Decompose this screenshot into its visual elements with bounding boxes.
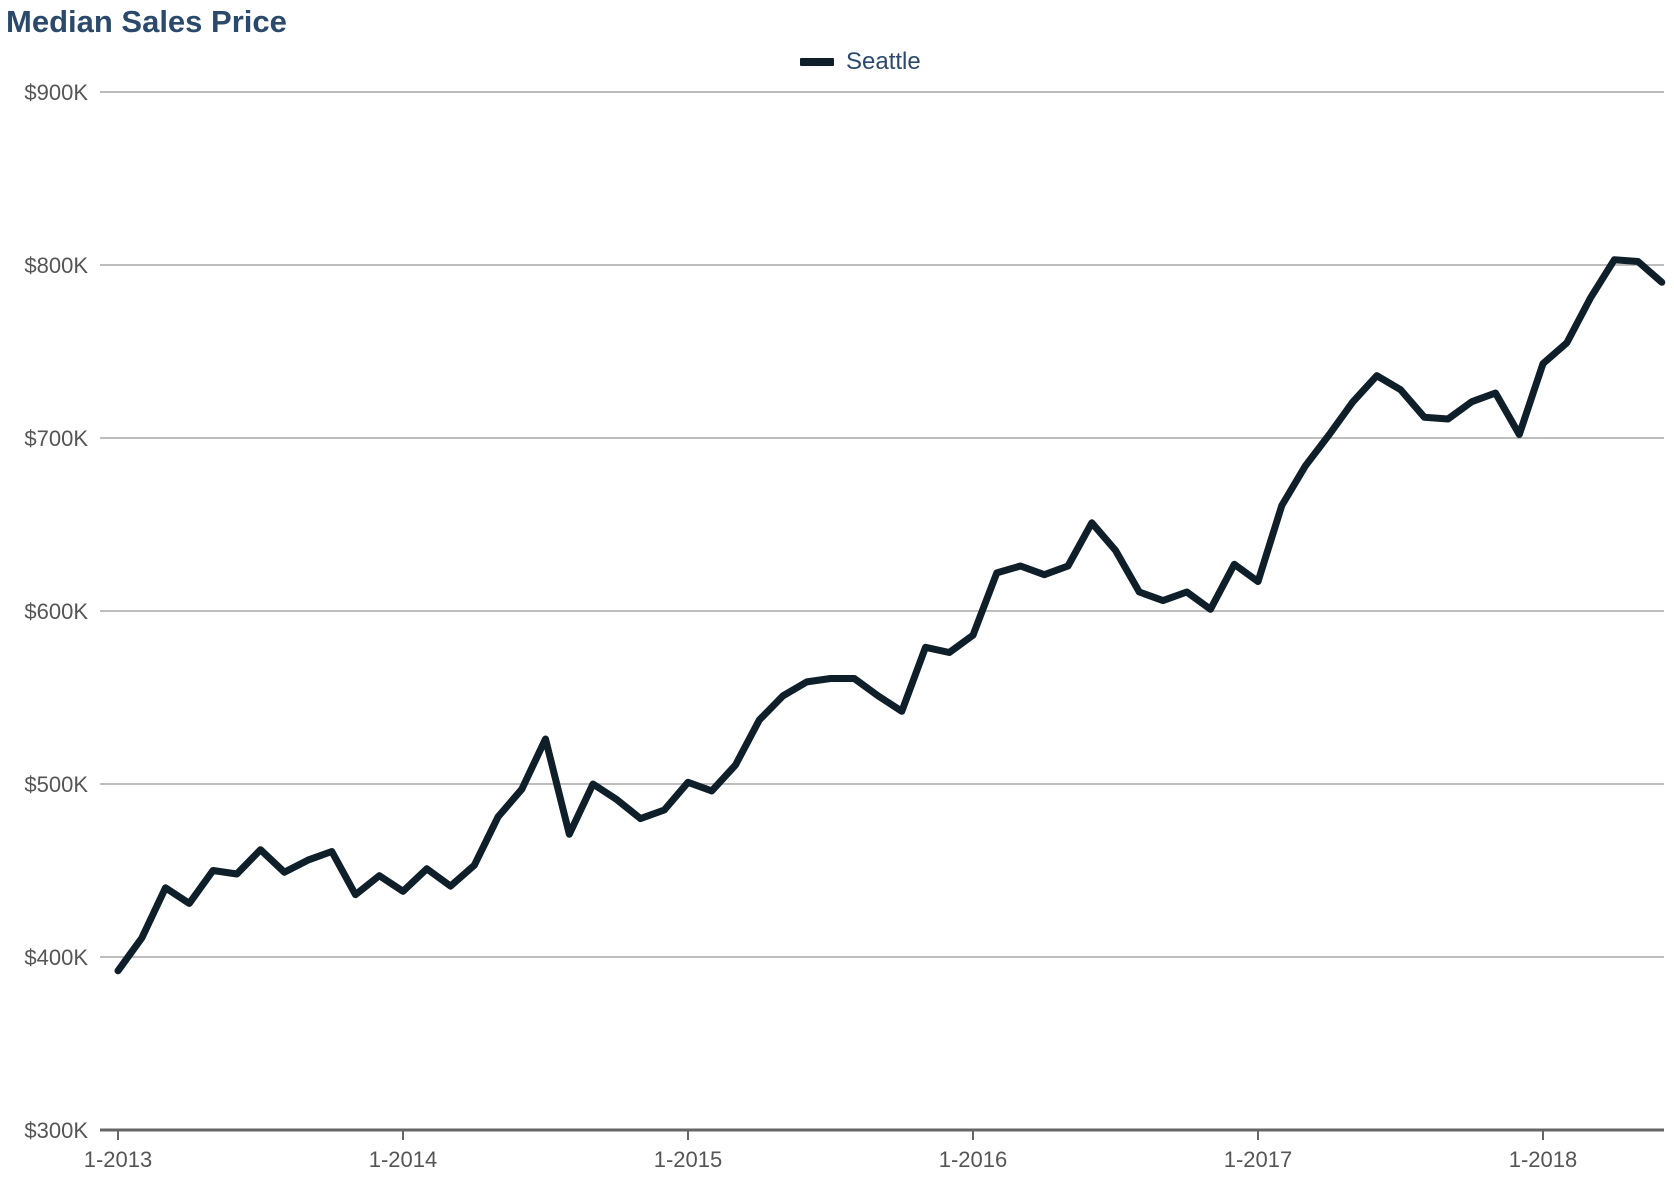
y-tick-label: $300K [24,1118,88,1143]
gridlines [100,91,1664,958]
x-tick-label: 1-2014 [369,1147,438,1172]
y-tick-label: $700K [24,426,88,451]
x-tick-label: 1-2017 [1224,1147,1293,1172]
legend-swatch-seattle [800,58,834,66]
y-tick-label: $500K [24,772,88,797]
y-tick-label: $900K [24,80,88,105]
series-line-seattle [114,256,1666,975]
legend: Seattle [800,48,921,76]
y-tick-label: $400K [24,945,88,970]
x-tick-label: 1-2013 [84,1147,153,1172]
legend-label-seattle: Seattle [846,48,921,75]
series-layer [114,256,1666,975]
x-tick-label: 1-2015 [654,1147,723,1172]
axes: $300K $400K $500K $600K $700K $800K $900K 1-201… [24,80,1664,1172]
x-tick-label: 1-2016 [939,1147,1008,1172]
x-tick-label: 1-2018 [1509,1147,1578,1172]
y-tick-label: $600K [24,599,88,624]
y-tick-label: $800K [24,253,88,278]
chart-title: Median Sales Price [6,4,287,39]
